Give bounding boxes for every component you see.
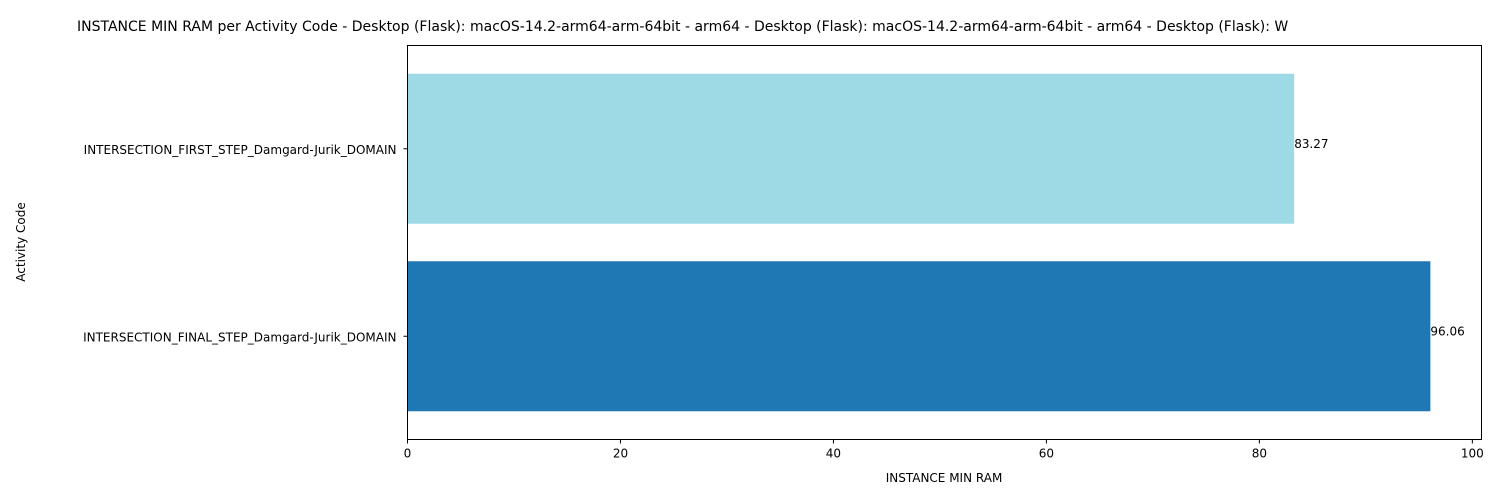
bars: 83.27 96.06 xyxy=(407,73,1465,412)
x-tick-label-6: 100 xyxy=(1461,447,1484,461)
y-axis: INTERSECTION_FIRST_STEP_Damgard-Jurik_DO… xyxy=(83,143,408,344)
chart-title: INSTANCE MIN RAM per Activity Code - Des… xyxy=(77,19,1288,35)
bar-value-label-1: 83.27 xyxy=(1294,137,1328,151)
bar-value-label-2: 96.06 xyxy=(1430,324,1464,338)
plot-frame xyxy=(407,45,1482,440)
x-tick-label-2: 20 xyxy=(613,447,628,461)
y-tick-label-1: INTERSECTION_FIRST_STEP_Damgard-Jurik_DO… xyxy=(84,143,397,157)
y-axis-label: Activity Code xyxy=(14,202,28,281)
x-axis-label: INSTANCE MIN RAM xyxy=(886,471,1003,485)
x-axis: 0 20 40 60 80 100 xyxy=(404,439,1484,461)
bar-1 xyxy=(407,73,1295,224)
y-tick-label-2: INTERSECTION_FINAL_STEP_Damgard-Jurik_DO… xyxy=(83,330,396,344)
x-tick-label-5: 80 xyxy=(1252,447,1267,461)
x-tick-label-4: 60 xyxy=(1039,447,1054,461)
x-tick-label-3: 40 xyxy=(826,447,841,461)
bar-2 xyxy=(407,261,1431,412)
x-tick-label-1: 0 xyxy=(404,447,412,461)
